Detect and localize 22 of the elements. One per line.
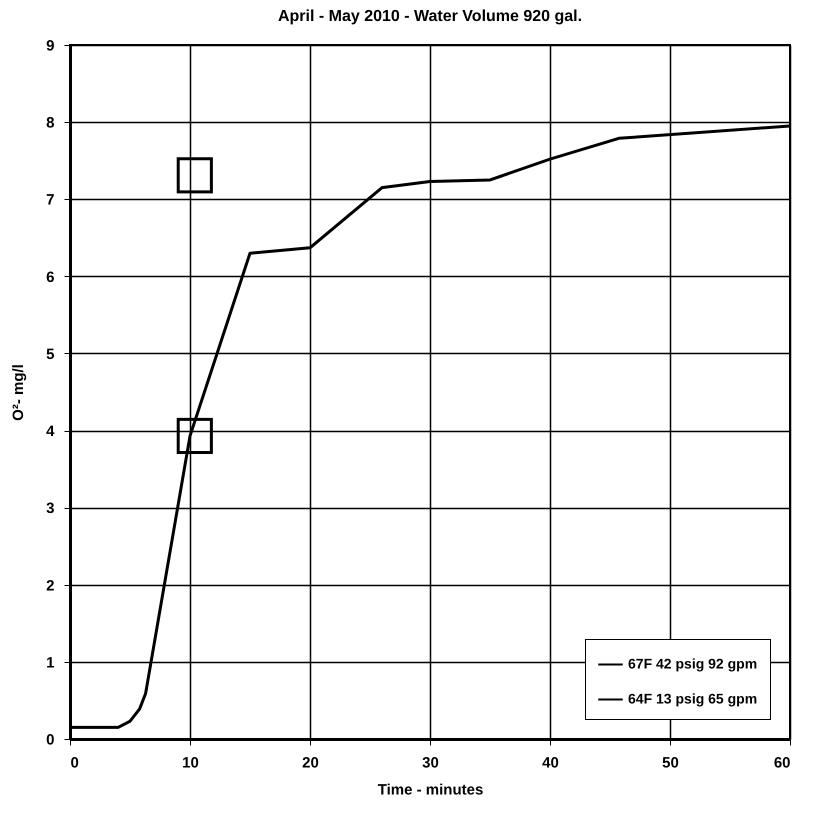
legend-label: 67F 42 psig 92 gpm [628,656,758,672]
y-tick-label: 1 [46,654,54,672]
y-tick-label: 2 [46,577,54,594]
x-tick-label: 50 [662,754,679,772]
x-axis-title: Time - minutes [378,782,484,798]
y-tick-label: 9 [46,38,54,54]
x-tick-label: 10 [182,754,199,772]
y-tick-label: 5 [46,346,54,363]
y-tick-label: 3 [46,500,54,518]
y-tick-label: 6 [46,268,54,286]
x-tick-label: 0 [70,754,79,772]
y-tick-label: 4 [46,423,56,440]
x-tick-label: 60 [774,754,790,772]
x-tick-label: 30 [422,754,439,772]
x-tick-label: 40 [542,754,559,772]
chart-title: April - May 2010 - Water Volume 920 gal. [278,8,582,25]
legend-label: 64F 13 psig 65 gpm [628,690,758,706]
y-tick-label: 7 [46,192,54,209]
y-tick-label: 0 [46,732,54,748]
y-axis-title: O²- mg/l [10,364,28,421]
x-tick-label: 20 [302,754,319,772]
y-tick-label: 8 [46,114,54,132]
